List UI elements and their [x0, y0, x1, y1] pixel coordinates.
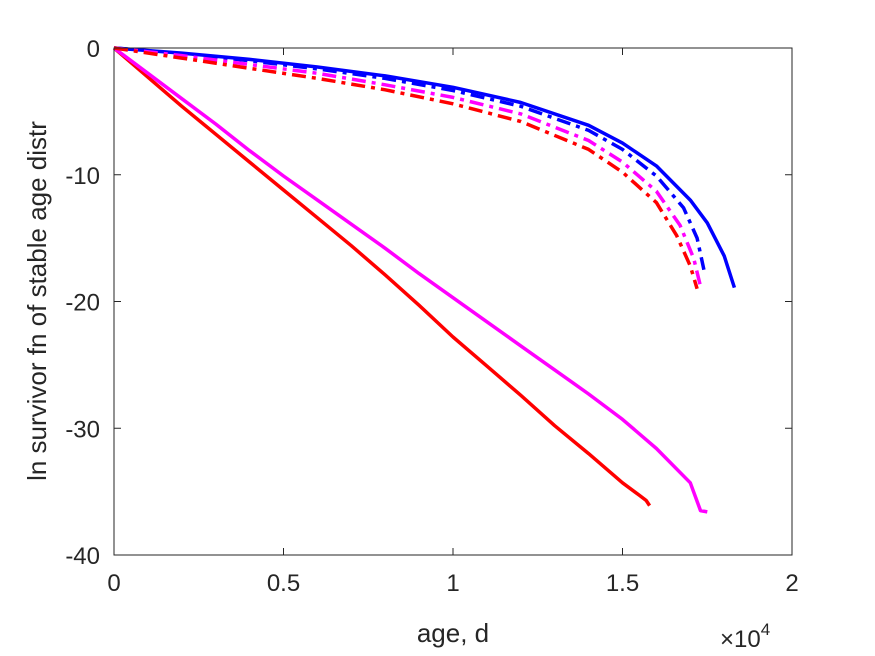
y-tick-label: -10 — [65, 163, 100, 190]
x-axis-exponent-power: 4 — [761, 620, 770, 639]
series-line-2 — [112, 46, 708, 514]
x-tick-label: 2 — [785, 570, 798, 597]
x-tick-label: 0 — [107, 570, 120, 597]
series-line-5 — [113, 46, 703, 287]
y-tick-label: -20 — [65, 290, 100, 317]
x-axis-label: age, d — [417, 618, 489, 648]
series-line-6 — [113, 46, 699, 290]
x-axis-exponent-base: ×10 — [720, 626, 761, 653]
y-axis-ticks: 0 -10 -20 -30 -40 — [65, 36, 792, 570]
x-axis-exponent: ×104 — [720, 620, 770, 653]
y-axis-label: ln survivor fn of stable age distr — [22, 121, 52, 481]
x-tick-label: 0.5 — [267, 570, 300, 597]
x-tick-label: 1.5 — [606, 570, 639, 597]
series-line-3 — [113, 46, 737, 289]
series-line-1 — [112, 46, 652, 507]
y-tick-label: -40 — [65, 543, 100, 570]
y-tick-label: 0 — [87, 36, 100, 63]
series-line-4 — [113, 46, 706, 271]
x-tick-label: 1 — [446, 570, 459, 597]
x-axis-ticks: 0 0.5 1 1.5 2 — [107, 48, 799, 597]
y-tick-label: -30 — [65, 416, 100, 443]
series-layer — [112, 46, 737, 514]
